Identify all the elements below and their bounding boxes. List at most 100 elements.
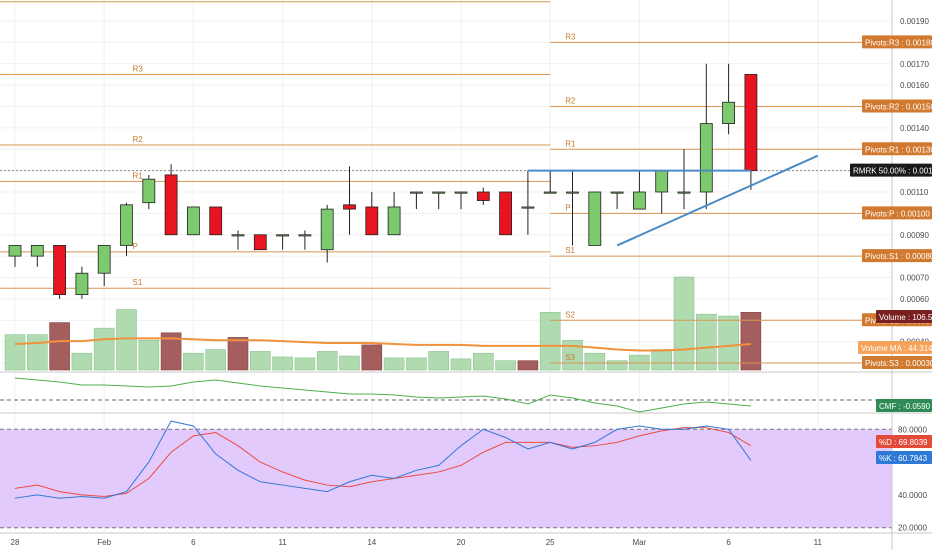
date-tick-label: 20 bbox=[457, 538, 466, 547]
candle[interactable] bbox=[677, 191, 691, 194]
candle[interactable] bbox=[276, 234, 290, 237]
volume-ma-tag-bg bbox=[858, 341, 932, 354]
candle[interactable] bbox=[120, 204, 133, 246]
candle[interactable] bbox=[298, 234, 312, 237]
price-tick-label: 0.00170 bbox=[900, 60, 929, 69]
stochastic-band bbox=[0, 429, 892, 528]
volume-bar bbox=[450, 358, 472, 371]
candle[interactable] bbox=[186, 206, 200, 236]
price-tick-label: 0.00140 bbox=[900, 124, 929, 133]
candle[interactable] bbox=[610, 191, 624, 194]
pivot-tag: Pivots:P : 0.00100 bbox=[865, 209, 930, 218]
candle[interactable] bbox=[499, 191, 513, 236]
pivot-label: R1 bbox=[565, 139, 576, 148]
pivot-tag-bg bbox=[862, 206, 932, 220]
candle[interactable] bbox=[432, 191, 446, 194]
volume-bar bbox=[4, 334, 26, 371]
date-tick-label: 25 bbox=[546, 538, 555, 547]
candle[interactable] bbox=[30, 245, 44, 257]
candle[interactable] bbox=[744, 74, 758, 172]
price-tick-label: 0.00110 bbox=[900, 188, 929, 197]
pivot-tag-bg bbox=[862, 142, 932, 156]
pivot-label: S2 bbox=[565, 310, 575, 319]
volume-ma-tag: Volume MA : 44.314M bbox=[861, 344, 932, 353]
volume-bar bbox=[183, 352, 204, 371]
candle[interactable] bbox=[476, 191, 490, 201]
candle[interactable] bbox=[365, 206, 379, 236]
cmf-tag-bg bbox=[876, 399, 932, 412]
volume-bar bbox=[316, 351, 338, 371]
candle[interactable] bbox=[633, 191, 646, 210]
volume-bar bbox=[49, 322, 70, 371]
volume-tag: Volume : 106.5M bbox=[879, 313, 932, 322]
pivot-label: R4 bbox=[133, 0, 144, 1]
pivot-label: S1 bbox=[565, 246, 575, 255]
pivot-label: P bbox=[565, 203, 570, 212]
pivot-label: R3 bbox=[565, 32, 576, 41]
volume-bar bbox=[695, 313, 717, 371]
candle[interactable] bbox=[164, 174, 178, 236]
volume-bar bbox=[361, 344, 383, 371]
volume-bar bbox=[584, 352, 606, 371]
candle[interactable] bbox=[231, 234, 245, 237]
pivot-label: S1 bbox=[133, 278, 143, 287]
candle[interactable] bbox=[454, 191, 468, 194]
price-tick-label: 0.00090 bbox=[900, 231, 929, 240]
pivot-label: P bbox=[133, 242, 138, 251]
date-tick-label: Mar bbox=[633, 538, 647, 547]
volume-bar bbox=[740, 312, 762, 371]
volume-bar bbox=[138, 339, 160, 371]
candle[interactable] bbox=[320, 208, 334, 251]
candle[interactable] bbox=[209, 206, 223, 236]
volume-bar bbox=[428, 351, 450, 371]
candle[interactable] bbox=[343, 204, 356, 210]
candle[interactable] bbox=[543, 191, 557, 194]
candle[interactable] bbox=[142, 178, 156, 204]
candle[interactable] bbox=[75, 272, 89, 296]
candle[interactable] bbox=[53, 245, 66, 295]
volume-bar bbox=[651, 349, 673, 371]
pivot-tag: Pivots:S3 : 0.00030 bbox=[865, 359, 932, 368]
candle[interactable] bbox=[588, 191, 602, 246]
stochastic-tick-label: 80.0000 bbox=[898, 425, 927, 434]
candle[interactable] bbox=[8, 245, 22, 257]
candle[interactable] bbox=[253, 234, 267, 251]
candle[interactable] bbox=[566, 191, 579, 194]
date-tick-label: 6 bbox=[726, 538, 731, 547]
date-tick-label: 11 bbox=[814, 538, 823, 547]
candle[interactable] bbox=[722, 101, 735, 124]
volume-bar bbox=[160, 332, 182, 371]
stochastic-k-line bbox=[14, 420, 752, 499]
stochastic-tick-label: 40.0000 bbox=[898, 491, 927, 500]
cmf-tag: CMF : -0.0590 bbox=[879, 402, 931, 411]
volume-tag-bg bbox=[876, 310, 932, 323]
pivot-tag-bg bbox=[862, 35, 932, 49]
pivot-label: R2 bbox=[133, 135, 144, 144]
volume-bar bbox=[406, 357, 427, 371]
volume-bar bbox=[539, 312, 561, 371]
date-tick-label: 14 bbox=[367, 538, 376, 547]
date-tick-label: 28 bbox=[11, 538, 20, 547]
volume-bar bbox=[472, 352, 494, 371]
candle[interactable] bbox=[97, 245, 111, 274]
candle[interactable] bbox=[521, 206, 535, 209]
price-tick-label: 0.00060 bbox=[900, 295, 929, 304]
volume-bar bbox=[294, 357, 316, 371]
volume-bar bbox=[116, 309, 137, 371]
pivot-label: S3 bbox=[565, 353, 575, 362]
volume-bar bbox=[673, 276, 695, 371]
price-tick-label: 0.00190 bbox=[900, 17, 929, 26]
volume-bar bbox=[272, 356, 293, 371]
volume-bar bbox=[339, 355, 360, 371]
candle[interactable] bbox=[409, 191, 423, 194]
price-tick-label: 0.00070 bbox=[900, 274, 929, 283]
candle[interactable] bbox=[699, 123, 713, 193]
price-tick-label: 0.00160 bbox=[900, 81, 929, 90]
pivot-label: R3 bbox=[133, 64, 144, 73]
trendline[interactable] bbox=[616, 154, 819, 247]
pivot-tag: Pivots:R2 : 0.00150 bbox=[865, 103, 932, 112]
candle[interactable] bbox=[655, 170, 669, 193]
candle[interactable] bbox=[387, 206, 401, 236]
